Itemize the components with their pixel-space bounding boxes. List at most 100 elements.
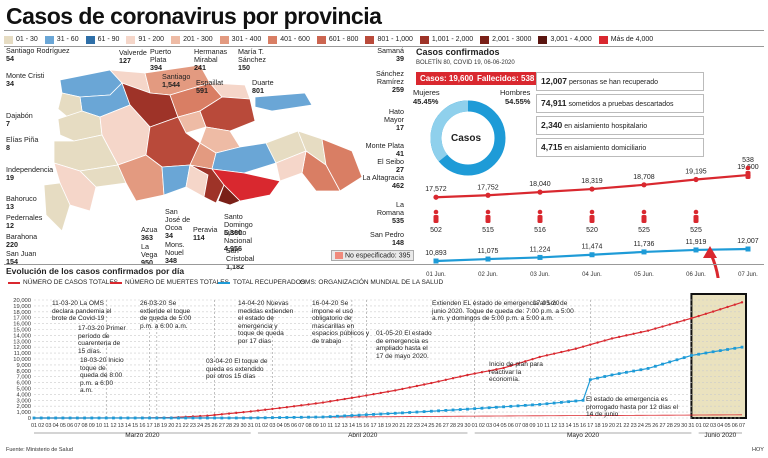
cases-dot — [690, 317, 693, 320]
recovered-dot — [733, 346, 737, 350]
x-tick-label: 08 — [522, 423, 528, 429]
annotation-1: 11-03-20 La OMS declara pandemia el brot… — [52, 300, 112, 323]
legend-cases: NÚMERO DE CASOS TOTALES — [8, 279, 118, 286]
recovered-point — [537, 254, 543, 260]
date-label: 06 Jun. — [686, 272, 706, 278]
x-tick-label: 24 — [421, 423, 427, 429]
cases-dot — [509, 364, 513, 367]
x-tick-label: 23 — [414, 423, 420, 429]
province-la-romana: La Romana 535 — [376, 200, 404, 225]
recovered-dot — [581, 398, 585, 402]
x-tick-label: 16 — [363, 423, 369, 429]
x-tick-label: 26 — [436, 423, 442, 429]
stat-home: 4,715 en aislamiento domiciliario — [536, 138, 704, 157]
legend-oms: OMS: ORGANIZACIÓN MUNDIAL DE LA SALUD — [300, 279, 444, 286]
legend-label: 301 - 400 — [231, 36, 262, 43]
province-santiago: Santiago 1,544 — [162, 72, 191, 89]
cases-dot — [538, 355, 541, 359]
x-tick-label: 05 — [724, 423, 730, 429]
y-tick-label: 19,000 — [13, 304, 31, 310]
stat-recovered: 12,007 personas se han recuperado — [536, 72, 704, 91]
cases-dot — [560, 350, 563, 354]
x-tick-label: 10 — [320, 423, 326, 429]
x-tick-label: 05 — [501, 423, 507, 429]
recovered-dot — [682, 356, 686, 360]
province-barahona: Barahona 220 — [6, 232, 38, 249]
annotation-9: Extienden EL estado de emergencia al 1ro… — [432, 300, 574, 323]
recovered-dot — [61, 416, 65, 420]
x-tick-label: 13 — [118, 423, 124, 429]
cases-dot — [740, 301, 744, 304]
legend-label: 801 - 1,000 — [377, 36, 413, 43]
death-figure — [433, 209, 439, 223]
x-tick-label: 02 — [479, 423, 485, 429]
cases-dot — [314, 402, 317, 405]
recovered-dot — [83, 416, 86, 420]
cases-dot — [451, 377, 455, 380]
y-tick-label: 5,000 — [16, 387, 31, 393]
recovered-dot — [271, 416, 274, 420]
legend-swatch — [268, 35, 278, 44]
source-note: Fuente: Ministerio de Salud — [6, 447, 73, 453]
recovered-dot — [740, 345, 744, 349]
recovered-dot — [690, 354, 693, 357]
x-tick-label: 06 — [732, 423, 738, 429]
death-figure-body — [641, 215, 647, 223]
province-map — [43, 64, 363, 232]
cases-dot — [321, 401, 325, 404]
recovered-dot — [711, 350, 715, 354]
province-san-cristobal: San Cristobal 1,182 — [226, 246, 255, 271]
annotation-7: 16-04-20 Se impone el uso obligatorio de… — [312, 300, 370, 345]
death-figure-head — [641, 209, 647, 215]
month-label: Marzo 2020 — [125, 432, 160, 439]
map-region-pedernales — [43, 182, 71, 232]
death-label: 520 — [586, 227, 598, 234]
cases-dot — [596, 341, 599, 344]
x-tick-label: 28 — [226, 423, 232, 429]
province-maria-t-sanchez: María T. Sánchez 150 — [238, 47, 266, 72]
x-tick-label: 26 — [652, 423, 658, 429]
x-tick-label: 26 — [212, 423, 218, 429]
cases-dot — [524, 360, 527, 363]
legend-swatch — [4, 35, 13, 44]
province-bahoruco: Bahoruco 13 — [6, 194, 37, 211]
recovered-dot — [661, 362, 664, 366]
y-tick-label: 15,000 — [13, 328, 31, 334]
cases-dot — [430, 381, 433, 385]
recovered-dot — [473, 407, 477, 411]
province-pedernales: Pedernales 12 — [6, 213, 43, 230]
recovered-dot — [422, 410, 426, 414]
recovered-dot — [552, 401, 556, 405]
x-tick-label: 09 — [529, 423, 535, 429]
legend-label: 01 - 30 — [16, 36, 38, 43]
province-valverde: Valverde 127 — [119, 48, 147, 65]
cases-dot — [401, 387, 404, 391]
y-tick-label: 16,000 — [13, 322, 31, 328]
annotation-5: 03-04-20 El toque de queda es extendido … — [206, 358, 268, 381]
recovered-dot — [234, 416, 238, 420]
legend-swatch — [598, 35, 608, 44]
x-tick-label: 01 — [255, 423, 261, 429]
recovered-dot — [39, 416, 43, 420]
cases-dot — [271, 407, 274, 411]
recovered-dot — [386, 412, 390, 416]
date-label: 07 Jun. — [738, 272, 758, 278]
cases-dot — [336, 398, 339, 402]
recovered-label: 11,224 — [530, 246, 551, 253]
province-sanchez-ramirez: Sánchez Ramírez 259 — [376, 69, 404, 94]
legend-item: 01 - 30 — [4, 35, 38, 44]
recovered-dot — [112, 416, 115, 420]
province-puerto-plata: Puerto Plata 394 — [150, 47, 172, 72]
cases-dot — [242, 410, 245, 414]
legend-swatch — [538, 35, 548, 44]
x-tick-label: 11 — [103, 423, 109, 429]
cases-dot — [639, 331, 643, 334]
cases-dot — [213, 413, 216, 417]
legend-label: Más de 4,000 — [610, 36, 654, 43]
recovered-dot — [523, 403, 527, 407]
recovered-label: 11,736 — [634, 241, 655, 248]
legend-label: 91 - 200 — [138, 36, 165, 43]
cases-dot — [227, 412, 231, 415]
x-tick-label: 06 — [67, 423, 73, 429]
y-tick-label: 9,000 — [16, 363, 31, 369]
